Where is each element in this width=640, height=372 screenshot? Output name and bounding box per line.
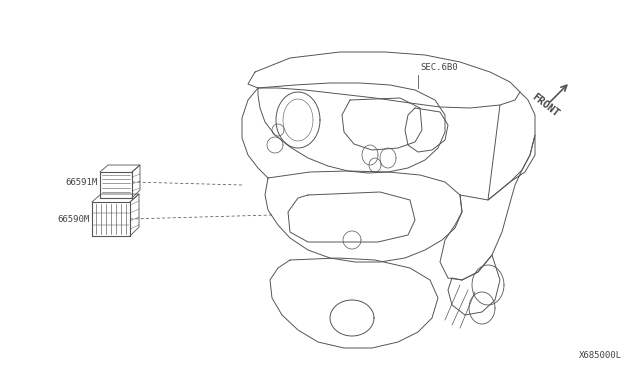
Text: 66590M: 66590M [58,215,90,224]
Text: X685000L: X685000L [579,351,622,360]
Text: 66591M: 66591M [66,177,98,186]
Text: SEC.6B0: SEC.6B0 [420,63,458,72]
Text: FRONT: FRONT [530,92,561,119]
